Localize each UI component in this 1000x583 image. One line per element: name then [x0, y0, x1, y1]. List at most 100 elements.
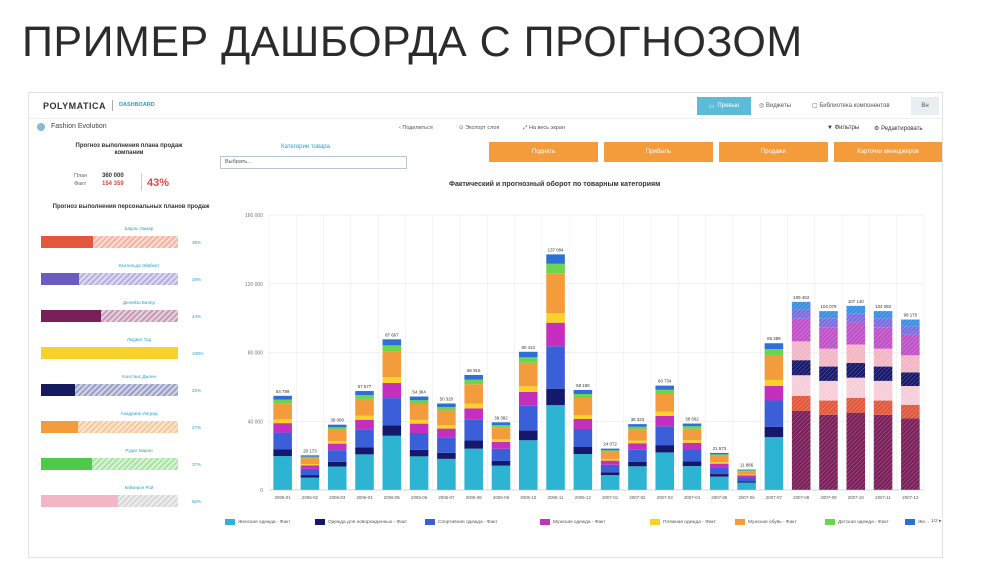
- report-name: Fashion Evolution: [51, 123, 107, 130]
- widgets-label: Виджеты: [765, 103, 791, 109]
- chart-bar-segment: [573, 393, 593, 398]
- library-link[interactable]: ▢ Библиотека компонентов: [812, 102, 890, 109]
- user-button[interactable]: Вн: [911, 97, 939, 115]
- legend-item[interactable]: Мужская обувь - Факт: [735, 519, 797, 525]
- bar-value-label: 20 173: [303, 448, 317, 453]
- chart-bar-segment: [737, 469, 756, 471]
- chart-bar-segment: [682, 423, 702, 427]
- filters-button[interactable]: ▼ Фильтры: [827, 125, 859, 131]
- x-tick-label: 2006-04: [356, 495, 373, 500]
- legend-swatch: [540, 519, 550, 525]
- edit-button[interactable]: ⚙ Редактировать: [874, 125, 923, 132]
- chart-bar-segment: [273, 456, 292, 490]
- x-tick-label: 2007-07: [766, 495, 783, 500]
- preview-button[interactable]: ▭ Превью: [697, 97, 751, 115]
- export-button[interactable]: ⊙ Экспорт слоя: [459, 125, 499, 131]
- legend-item[interactable]: Женская одежда - Факт: [225, 519, 290, 525]
- bar-value-label: 11 886: [740, 463, 754, 468]
- category-select[interactable]: Выбрать...: [220, 156, 407, 169]
- chart-bar-segment: [355, 454, 374, 490]
- chart-bar-segment: [273, 449, 292, 457]
- y-tick-label: 0: [260, 488, 263, 494]
- legend-swatch: [735, 519, 745, 525]
- personal-plan-name: Кейзерон Рой: [124, 485, 154, 490]
- personal-plan-percent: 37%: [192, 462, 202, 467]
- x-tick-label: 2007-09: [820, 495, 837, 500]
- bar-value-label: 54 384: [412, 390, 426, 395]
- legend-item[interactable]: Одежда для новорожденных - Факт: [315, 519, 407, 525]
- personal-plan-bar: [41, 384, 178, 396]
- chart-bar-segment: [437, 403, 456, 407]
- chart-bar-segment: [327, 443, 347, 451]
- kpi-plan-label: План: [74, 173, 88, 179]
- chart-bar-segment: [464, 408, 483, 420]
- fullscreen-button[interactable]: ⤢ На весь экран: [523, 125, 565, 132]
- chart-bar-segment: [764, 400, 784, 427]
- chart-bar-segment: [764, 349, 784, 355]
- chart-bar-segment: [300, 455, 320, 457]
- chart-bar-segment: [682, 449, 702, 462]
- personal-plan-fill: [41, 384, 76, 396]
- chart-bar-segment: [355, 447, 374, 455]
- chart-bar-segment: [682, 428, 702, 441]
- legend-pager-icon[interactable]: 1/2 ▸: [931, 519, 942, 524]
- chart-bar-segment: [518, 430, 538, 441]
- share-button[interactable]: ‹ Поделиться: [399, 125, 433, 131]
- chart-bar-segment: [737, 474, 756, 476]
- chart-bar-segment: [355, 391, 374, 395]
- chart-bar-segment: [382, 339, 402, 346]
- bar-value-label: 54 789: [276, 389, 290, 394]
- filter-button-profit[interactable]: Прибыль: [604, 142, 713, 162]
- chart-bar-segment: [518, 391, 538, 406]
- filter-button-manager-cards[interactable]: Карточки менеджеров: [834, 142, 942, 162]
- chart-bar-segment: [464, 403, 483, 409]
- x-tick-label: 2006-12: [575, 495, 592, 500]
- legend-label: Пляжная одежда - Факт: [663, 519, 716, 525]
- chart-bar-segment: [546, 254, 565, 264]
- chart-bar-segment: [273, 419, 292, 424]
- bar-value-label: 50 320: [440, 397, 454, 402]
- widgets-icon: ◎: [759, 103, 765, 109]
- chart-bar-segment: [327, 427, 347, 430]
- bar-chart: 0 40 000 80 000 120 000 160 000 54 789 2006-01…: [245, 213, 925, 500]
- legend-item[interactable]: Пляжная одежда - Факт: [650, 519, 716, 525]
- x-tick-label: 2007-02: [629, 495, 646, 500]
- chart-bar-segment: [355, 398, 374, 416]
- chart-bar-segment: [710, 467, 729, 475]
- chart-bar-segment: [355, 429, 374, 448]
- x-tick-label: 2007-11: [875, 495, 891, 500]
- chart-bar-segment: [737, 477, 756, 482]
- legend-label: Женская одежда - Факт: [238, 519, 291, 525]
- chart-bar-segment: [710, 455, 729, 463]
- legend-item[interactable]: Же...: [905, 519, 929, 525]
- x-tick-label: 2006-05: [384, 495, 401, 500]
- filter-button-sales[interactable]: Продажи: [719, 142, 828, 162]
- chart-bar-segment: [764, 385, 784, 401]
- chart-bar-segment: [628, 424, 647, 427]
- chart-bar-segment: [600, 448, 620, 451]
- chart-bar-segment: [409, 396, 429, 401]
- legend-label: Одежда для новорожденных - Факт: [328, 519, 408, 525]
- chart-bar-segment: [437, 428, 456, 438]
- legend-item[interactable]: Спортивная одежда - Факт: [425, 519, 498, 525]
- section-label[interactable]: DASHBOARD: [119, 102, 155, 108]
- library-label: Библиотека компонентов: [819, 103, 890, 109]
- chart-bar-segment: [382, 351, 402, 377]
- chart-bar-segment: [628, 429, 647, 441]
- chart-bar-segment: [327, 461, 347, 467]
- widgets-link[interactable]: ◎ Виджеты: [759, 102, 791, 109]
- legend-item[interactable]: Детская одежда - Факт: [825, 519, 889, 525]
- legend-item[interactable]: Мужская одежда - Факт: [540, 519, 606, 525]
- chart-bar-segment: [273, 395, 292, 400]
- chart-bar-segment: [764, 354, 784, 380]
- x-tick-label: 2006-03: [329, 495, 346, 500]
- logo-divider: [112, 100, 113, 111]
- bar-value-label: 66 915: [467, 368, 481, 373]
- x-tick-label: 2006-10: [520, 495, 537, 500]
- chart-bar-segment: [518, 362, 538, 387]
- bar-value-label: 87 667: [385, 332, 399, 337]
- personal-plan-percent: 56%: [192, 499, 202, 504]
- filter-button-lift[interactable]: Поднять: [489, 142, 598, 162]
- personal-plan-bar: [41, 495, 178, 507]
- y-tick-label: 40 000: [248, 419, 264, 425]
